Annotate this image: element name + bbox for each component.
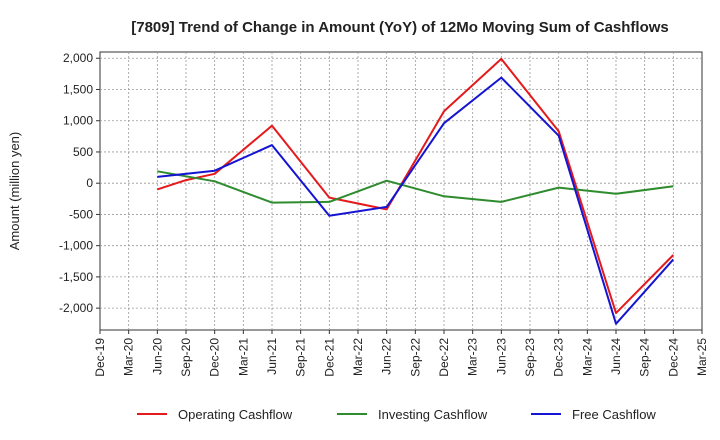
- x-tick-label: Sep-24: [638, 338, 652, 377]
- x-tick-label: Dec-22: [437, 338, 451, 377]
- y-tick-label: 500: [73, 145, 93, 159]
- x-tick-label: Sep-20: [179, 338, 193, 377]
- free-cashflowline-line: [157, 76, 675, 325]
- x-tick-label: Jun-21: [265, 338, 279, 375]
- y-tick-label: -500: [69, 207, 93, 221]
- x-tick-label: Jun-20: [150, 338, 164, 375]
- legend-label-operating-cashflow: Operating Cashflow: [178, 407, 293, 422]
- legend: Operating Cashflow Investing Cashflow Free…: [137, 407, 656, 422]
- x-tick-label: Dec-19: [93, 338, 107, 377]
- chart-title: [7809] Trend of Change in Amount (YoY) o…: [131, 19, 669, 36]
- x-tick-label: Mar-22: [351, 338, 365, 376]
- x-tick-label: Mar-23: [466, 338, 480, 376]
- y-tick-label: 1,500: [63, 82, 93, 96]
- series-lines: [156, 57, 675, 325]
- y-tick-label: 0: [86, 176, 93, 190]
- plot-area: [99, 51, 703, 331]
- y-tick-label: -2,000: [59, 301, 93, 315]
- x-tick-label: Dec-23: [552, 338, 566, 377]
- x-tick-label: Jun-23: [494, 338, 508, 375]
- y-tick-label: -1,500: [59, 270, 93, 284]
- y-axis-ticks: 2,000 1,500 1,000 500 0 -500 -1,000 -1,500 -2,00…: [59, 51, 100, 315]
- x-tick-label: Jun-22: [380, 338, 394, 375]
- operating-cashflowline-line: [156, 57, 675, 315]
- x-tick-label: Mar-25: [695, 338, 709, 376]
- x-tick-label: Dec-21: [322, 338, 336, 377]
- x-tick-label: Dec-20: [208, 338, 222, 377]
- x-tick-label: Sep-23: [523, 338, 537, 377]
- y-tick-label: 1,000: [63, 114, 93, 128]
- x-axis-ticks: Dec-19 Mar-20 Jun-20 Sep-20 Dec-20 Mar-21 Jun-…: [93, 330, 709, 377]
- x-tick-label: Mar-20: [122, 338, 136, 376]
- x-tick-label: Mar-24: [580, 338, 594, 376]
- legend-label-investing-cashflow: Investing Cashflow: [378, 407, 488, 422]
- legend-label-free-cashflow: Free Cashflow: [572, 407, 656, 422]
- x-tick-label: Mar-21: [236, 338, 250, 376]
- x-tick-label: Dec-24: [666, 338, 680, 377]
- x-tick-label: Sep-21: [294, 338, 308, 377]
- y-tick-label: -1,000: [59, 239, 93, 253]
- x-tick-label: Sep-22: [408, 338, 422, 377]
- investing-cashflowline-line: [157, 170, 674, 204]
- x-tick-label: Jun-24: [609, 338, 623, 375]
- y-tick-label: 2,000: [63, 51, 93, 65]
- y-axis-label: Amount (million yen): [7, 132, 22, 251]
